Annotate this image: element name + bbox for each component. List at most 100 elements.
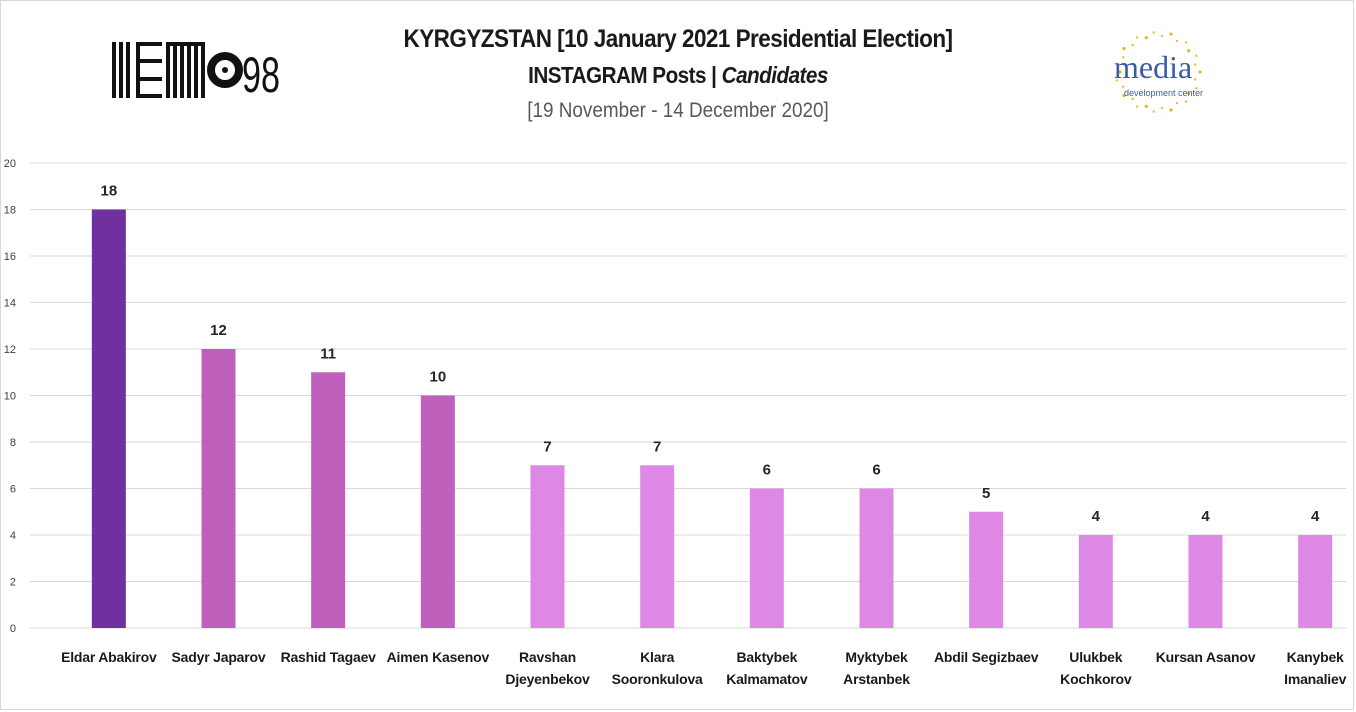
x-tick-label: Rashid Tagaev	[268, 646, 388, 668]
logo-dot	[1144, 104, 1148, 108]
x-tick-label-line: Baktybek	[736, 649, 798, 665]
bar	[530, 465, 565, 628]
y-tick-label: 18	[4, 205, 16, 217]
logo-dot	[1144, 36, 1148, 40]
logo-dot	[1195, 87, 1198, 90]
x-tick-label-line: Rashid Tagaev	[280, 649, 376, 665]
x-tick-label: Kanybek Imanaliev	[1255, 646, 1356, 690]
x-tick-label: Abdil Segizbaev	[926, 646, 1046, 668]
logo-dot	[1135, 105, 1139, 108]
logo-dot	[1187, 91, 1191, 95]
data-label: 5	[982, 485, 990, 502]
memo98-logo: 98	[112, 40, 282, 105]
bar	[749, 488, 784, 628]
logo-dot	[1122, 56, 1125, 59]
y-tick-label: 20	[4, 158, 16, 170]
bar	[1298, 535, 1333, 628]
data-label: 6	[872, 462, 880, 479]
x-tick-label: Aimen Kasenov	[378, 646, 498, 668]
media-logo-svg: media development center	[1114, 31, 1203, 113]
x-tick-label-line: Ravshan	[519, 649, 576, 665]
data-label: 6	[763, 462, 771, 479]
bar	[640, 465, 675, 628]
x-tick-label: Myktybek Arstanbek	[817, 646, 937, 690]
media-development-center-logo: media development center	[1108, 26, 1218, 121]
logo-dot	[1160, 34, 1164, 38]
bar	[420, 395, 455, 628]
data-label: 4	[1311, 508, 1320, 525]
logo-dot	[1152, 31, 1155, 34]
memo98-logo-number: 98	[242, 47, 280, 100]
x-tick-label-line: Kursan Asanov	[1155, 649, 1256, 665]
data-labels: 18 12 11 10 7 7 6 6 5 4 4 4	[100, 183, 1320, 526]
x-tick-label-line: Myktybek	[845, 649, 908, 665]
logo-dot	[1131, 97, 1134, 100]
grid-lines	[30, 162, 1346, 629]
bar	[969, 511, 1004, 628]
x-tick-label: Kursan Asanov	[1146, 646, 1266, 668]
data-label: 18	[100, 183, 117, 200]
chart-title: KYRGYZSTAN [10 January 2021 Presidential…	[403, 25, 953, 53]
bar	[1078, 535, 1113, 628]
x-tick-label-line: Aimen Kasenov	[386, 649, 490, 665]
x-tick-label-line: Sooronkulova	[611, 671, 703, 687]
x-tick-label-line: Sadyr Japarov	[171, 649, 266, 665]
x-tick-label-line: Eldar Abakirov	[61, 649, 157, 665]
y-tick-label: 10	[4, 391, 16, 403]
x-tick-label-line: Kochkorov	[1060, 671, 1132, 687]
logo-dot	[1169, 108, 1173, 112]
y-tick-label: 6	[10, 484, 16, 496]
chart-subtitle: [19 November - 14 December 2020]	[527, 99, 829, 122]
chart-title-block: KYRGYZSTAN [10 January 2021 Presidential…	[330, 22, 1026, 128]
data-label: 4	[1201, 508, 1210, 525]
media-logo-subtext: development center	[1124, 88, 1203, 98]
y-tick-label: 14	[4, 298, 16, 310]
bars	[91, 209, 1333, 628]
y-tick-label: 2	[10, 577, 16, 589]
y-tick-label: 12	[4, 344, 16, 356]
x-tick-label-line: Kalmamatov	[726, 671, 808, 687]
x-tick-label-line: Kanybek	[1286, 649, 1344, 665]
y-tick-label: 16	[4, 251, 16, 263]
x-tick-label: Baktybek Kalmamatov	[707, 646, 827, 690]
logo-dot	[1198, 70, 1202, 74]
y-tick-label: 8	[10, 437, 16, 449]
x-tick-label: Sadyr Japarov	[159, 646, 279, 668]
x-tick-label: Klara Sooronkulova	[597, 646, 717, 690]
data-label: 7	[653, 438, 661, 455]
chart-title-line2-main: INSTAGRAM Posts |	[528, 62, 717, 88]
logo-dot	[1135, 36, 1139, 39]
logo-dot	[1152, 110, 1155, 113]
logo-dot	[1131, 44, 1134, 47]
y-tick-label: 4	[10, 530, 16, 542]
chart-title-line2: INSTAGRAM Posts | Candidates	[365, 58, 991, 92]
media-logo-word: media	[1114, 49, 1192, 85]
x-tick-label-line: Abdil Segizbaev	[933, 649, 1039, 665]
y-tick-label: 0	[10, 623, 16, 635]
logo-dot	[1169, 32, 1173, 36]
logo-dot	[1195, 54, 1198, 57]
bar	[859, 488, 894, 628]
y-axis-tick-labels: 0 2 4 6 8 10 12 14 16 18 20	[4, 158, 16, 635]
bar	[311, 372, 346, 628]
logo-dot	[1175, 39, 1179, 42]
data-label: 7	[543, 438, 551, 455]
logo-dot	[1185, 100, 1188, 103]
data-label: 11	[320, 345, 336, 362]
logo-dot	[1118, 70, 1122, 74]
x-tick-label-line: Djeyenbekov	[505, 671, 590, 687]
logo-dot	[1122, 85, 1125, 88]
data-label: 10	[429, 369, 446, 386]
chart-title-line2-italic: Candidates	[721, 62, 829, 88]
logo-dot	[1194, 78, 1197, 81]
bar	[1188, 535, 1223, 628]
logo-dot	[1122, 93, 1126, 98]
logo-dot	[1122, 46, 1126, 51]
x-tick-label: Ulukbek Kochkorov	[1036, 646, 1156, 690]
bar	[91, 209, 126, 628]
logo-dot	[1115, 79, 1119, 82]
memo98-logo-svg: 98	[112, 42, 280, 103]
logo-dot	[1194, 63, 1197, 66]
